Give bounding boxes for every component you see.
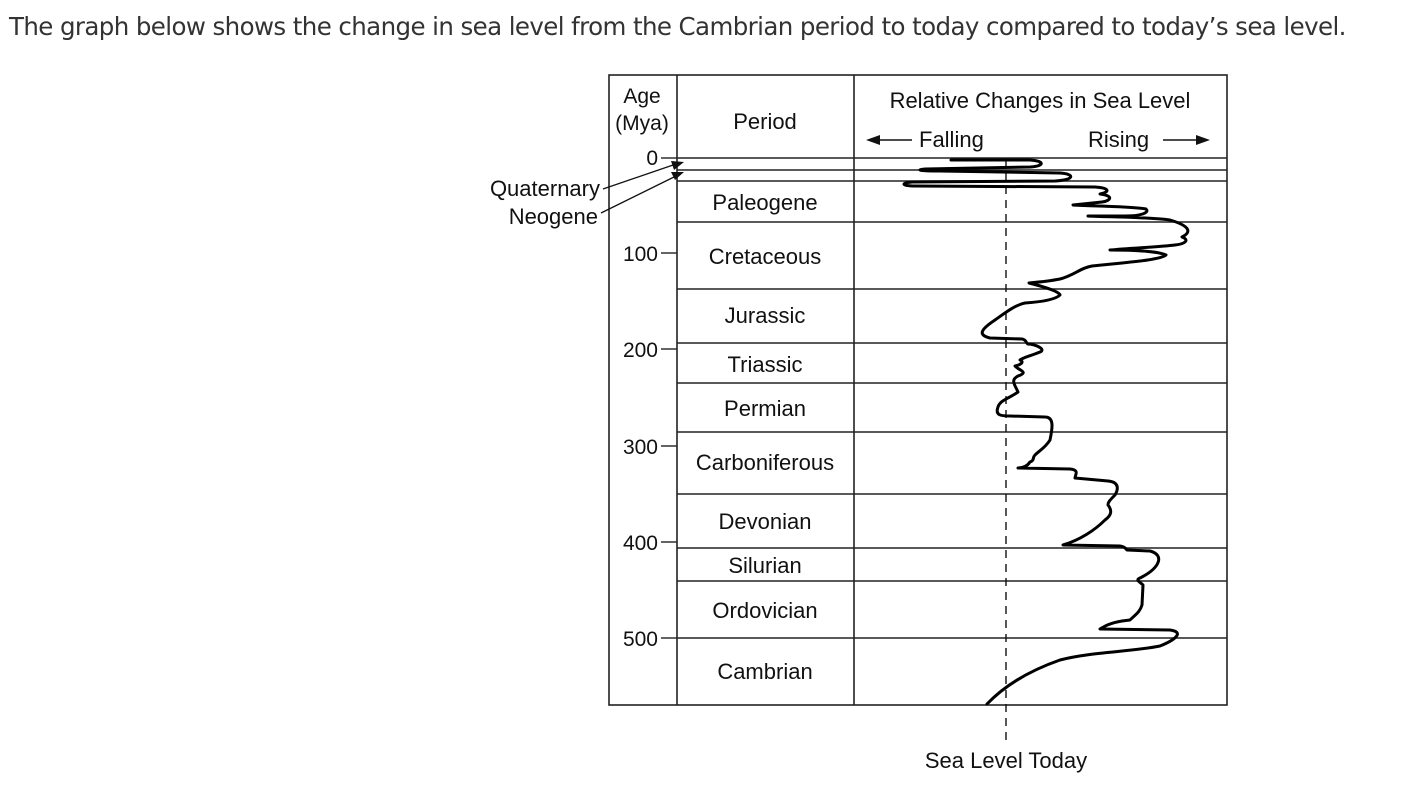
period-paleogene: Paleogene bbox=[712, 190, 817, 215]
period-permian: Permian bbox=[724, 396, 806, 421]
age-tick-100: 100 bbox=[623, 243, 658, 266]
sea-level-curve bbox=[902, 158, 1190, 706]
plot-header: Relative Changes in Sea Level bbox=[890, 88, 1191, 113]
age-tick-0: 0 bbox=[646, 147, 658, 170]
falling-label: Falling bbox=[919, 127, 984, 152]
question-prompt: The graph below shows the change in sea … bbox=[9, 12, 1346, 41]
age-header-line2: (Mya) bbox=[615, 112, 669, 135]
sea-level-today-label: Sea Level Today bbox=[925, 748, 1087, 773]
period-carboniferous: Carboniferous bbox=[696, 450, 834, 475]
age-tick-200: 200 bbox=[623, 339, 658, 362]
period-triassic: Triassic bbox=[728, 352, 803, 377]
callout-quaternary: Quaternary bbox=[490, 176, 600, 201]
age-ticks bbox=[661, 157, 677, 639]
period-jurassic: Jurassic bbox=[725, 303, 806, 328]
callout-neogene: Neogene bbox=[509, 204, 598, 229]
period-silurian: Silurian bbox=[728, 553, 801, 578]
rising-arrow-icon bbox=[1163, 135, 1210, 145]
rising-label: Rising bbox=[1088, 127, 1149, 152]
age-tick-300: 300 bbox=[623, 436, 658, 459]
age-header-line1: Age bbox=[623, 85, 660, 108]
period-ordovician: Ordovician bbox=[712, 598, 817, 623]
callout-arrows bbox=[600, 161, 684, 214]
period-cretaceous: Cretaceous bbox=[709, 244, 822, 269]
chart-frame bbox=[608, 74, 1228, 706]
period-header: Period bbox=[733, 109, 797, 134]
falling-arrow-icon bbox=[866, 135, 912, 145]
period-devonian: Devonian bbox=[719, 509, 812, 534]
period-boundaries bbox=[677, 157, 1227, 639]
age-tick-500: 500 bbox=[623, 628, 658, 651]
period-cambrian: Cambrian bbox=[717, 659, 812, 684]
age-tick-400: 400 bbox=[623, 532, 658, 555]
